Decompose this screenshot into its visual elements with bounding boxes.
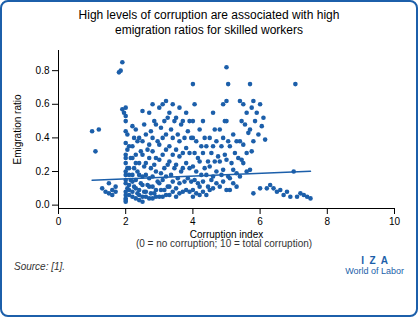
svg-text:0.2: 0.2 (36, 166, 50, 177)
html-text:World of Labor: World of Labor (345, 266, 404, 276)
svg-text:0.4: 0.4 (36, 132, 50, 143)
svg-text:0.0: 0.0 (36, 199, 50, 210)
svg-text:4: 4 (190, 216, 196, 227)
html-text:Source: [1].: Source: [1]. (14, 261, 66, 272)
svg-text:2: 2 (123, 216, 129, 227)
svg-text:10: 10 (389, 216, 401, 227)
svg-text:6: 6 (257, 216, 263, 227)
html-text:I Z A: I Z A (361, 255, 388, 266)
svg-text:Corruption index: Corruption index (190, 229, 263, 240)
svg-text:0.8: 0.8 (36, 65, 50, 76)
svg-text:0: 0 (56, 216, 62, 227)
svg-text:0.6: 0.6 (36, 98, 50, 109)
svg-text:Emigration ratio: Emigration ratio (12, 94, 23, 164)
svg-text:8: 8 (325, 216, 331, 227)
html-text:(0 = no corruption; 10 = total: (0 = no corruption; 10 = total corruptio… (135, 238, 313, 249)
html-text:High levels of corruption are: High levels of corruption are associated… (78, 8, 340, 37)
